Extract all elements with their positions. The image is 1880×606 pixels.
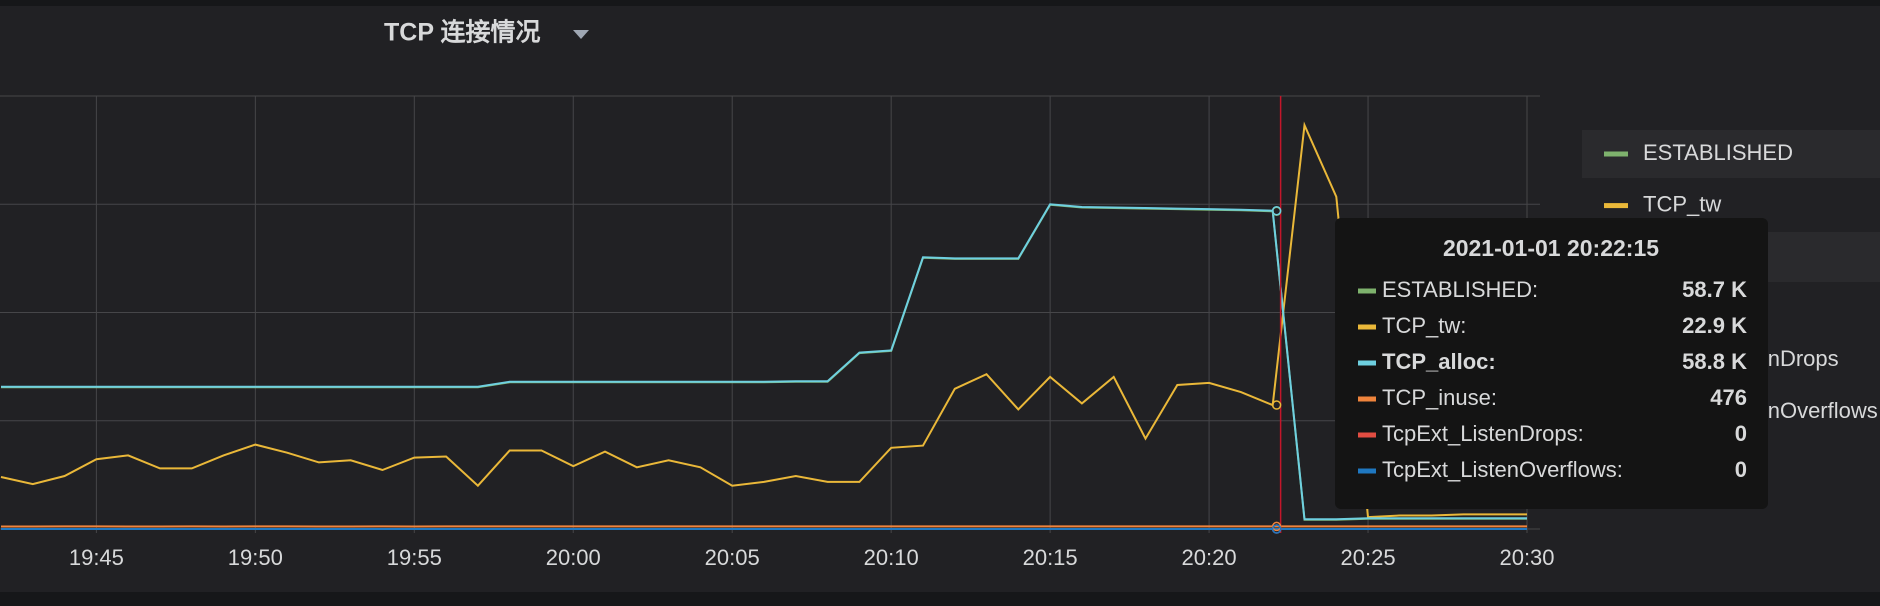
tooltip-swatch [1358, 468, 1376, 474]
tooltip-value: 0 [1735, 457, 1747, 482]
x-tick-label: 20:05 [705, 545, 760, 570]
legend-highlight [1582, 130, 1880, 178]
x-tick-label: 20:00 [546, 545, 601, 570]
tooltip-swatch [1358, 360, 1376, 366]
grid: 19:45 19:50 19:55 20:00 20:05 20:10 20:15 20:20… [0, 95, 1555, 570]
x-tick-label: 19:45 [69, 545, 124, 570]
tooltip-value: 0 [1735, 421, 1747, 446]
tooltip-time: 2021-01-01 20:22:15 [1443, 235, 1659, 261]
hover-point [1271, 400, 1282, 410]
tooltip-swatch [1358, 396, 1376, 402]
tooltip-value: 58.7 K [1682, 277, 1747, 302]
tooltip-label: ESTABLISHED: [1382, 277, 1538, 302]
x-tick-label: 20:15 [1023, 545, 1078, 570]
x-tick-label: 20:25 [1341, 545, 1396, 570]
x-tick-label: 19:55 [387, 545, 442, 570]
hover-point [1271, 521, 1282, 532]
series-lines [0, 96, 1527, 534]
dropdown-caret[interactable] [573, 30, 589, 39]
tooltip-label: TcpExt_ListenDrops: [1382, 421, 1584, 446]
legend-swatch [1604, 203, 1628, 209]
tooltip-swatch [1358, 288, 1376, 294]
tooltip-box [1335, 218, 1768, 509]
x-tick-label: 20:30 [1499, 545, 1554, 570]
legend-label[interactable]: ESTABLISHED [1643, 140, 1793, 165]
tooltip-label: TCP_tw: [1382, 313, 1466, 338]
hover-point [1271, 524, 1282, 534]
legend-label[interactable]: TCP_tw [1643, 191, 1721, 216]
tooltip: 2021-01-01 20:22:15 ESTABLISHED: 58.7 K TCP… [1335, 218, 1768, 509]
tooltip-value: 58.8 K [1682, 349, 1747, 374]
tooltip-label: TCP_alloc: [1382, 349, 1496, 374]
tooltip-label: TcpExt_ListenOverflows: [1382, 457, 1623, 482]
legend-swatch [1604, 151, 1628, 157]
x-tick-label: 20:20 [1182, 545, 1237, 570]
chart-title[interactable]: TCP 连接情况 [384, 19, 541, 47]
tooltip-label: TCP_inuse: [1382, 385, 1497, 410]
x-tick-label: 19:50 [228, 545, 283, 570]
x-tick-label: 20:10 [864, 545, 919, 570]
tooltip-swatch [1358, 324, 1376, 330]
tooltip-value: 476 [1710, 385, 1747, 410]
tooltip-swatch [1358, 432, 1376, 438]
tooltip-value: 22.9 K [1682, 313, 1747, 338]
hover-point [1271, 205, 1282, 216]
